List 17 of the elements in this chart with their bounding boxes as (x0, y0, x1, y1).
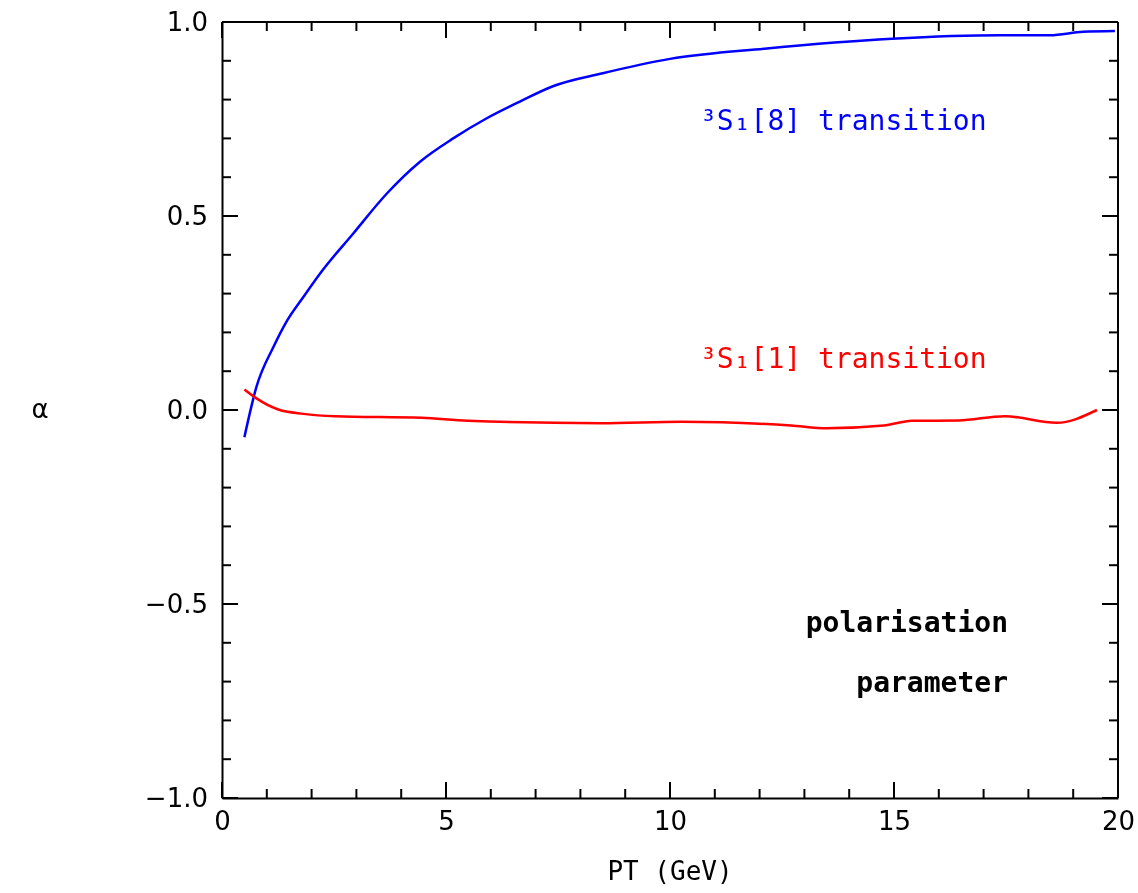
y-axis-title: α (31, 393, 49, 424)
y-tick-label: 1.0 (166, 6, 208, 37)
series-label: ³S₁[8] transition (700, 104, 987, 137)
x-tick-label: 20 (1101, 806, 1136, 837)
annotation: polarisation parameter (805, 606, 1008, 699)
x-tick-label: 10 (653, 806, 688, 837)
y-tick-label: 0.5 (166, 200, 208, 231)
y-tick-label: −0.5 (144, 588, 208, 619)
series-label: ³S₁[1] transition (700, 342, 987, 375)
y-tick-label: 0.0 (166, 394, 208, 425)
x-tick-label: 0 (214, 806, 231, 837)
x-tick-label: 5 (438, 806, 455, 837)
x-tick-label: 15 (877, 806, 912, 837)
line-series (243, 388, 1099, 430)
line-series (243, 29, 1117, 439)
x-axis-title: PT (GeV) (607, 856, 733, 886)
y-tick-label: −1.0 (144, 782, 208, 813)
